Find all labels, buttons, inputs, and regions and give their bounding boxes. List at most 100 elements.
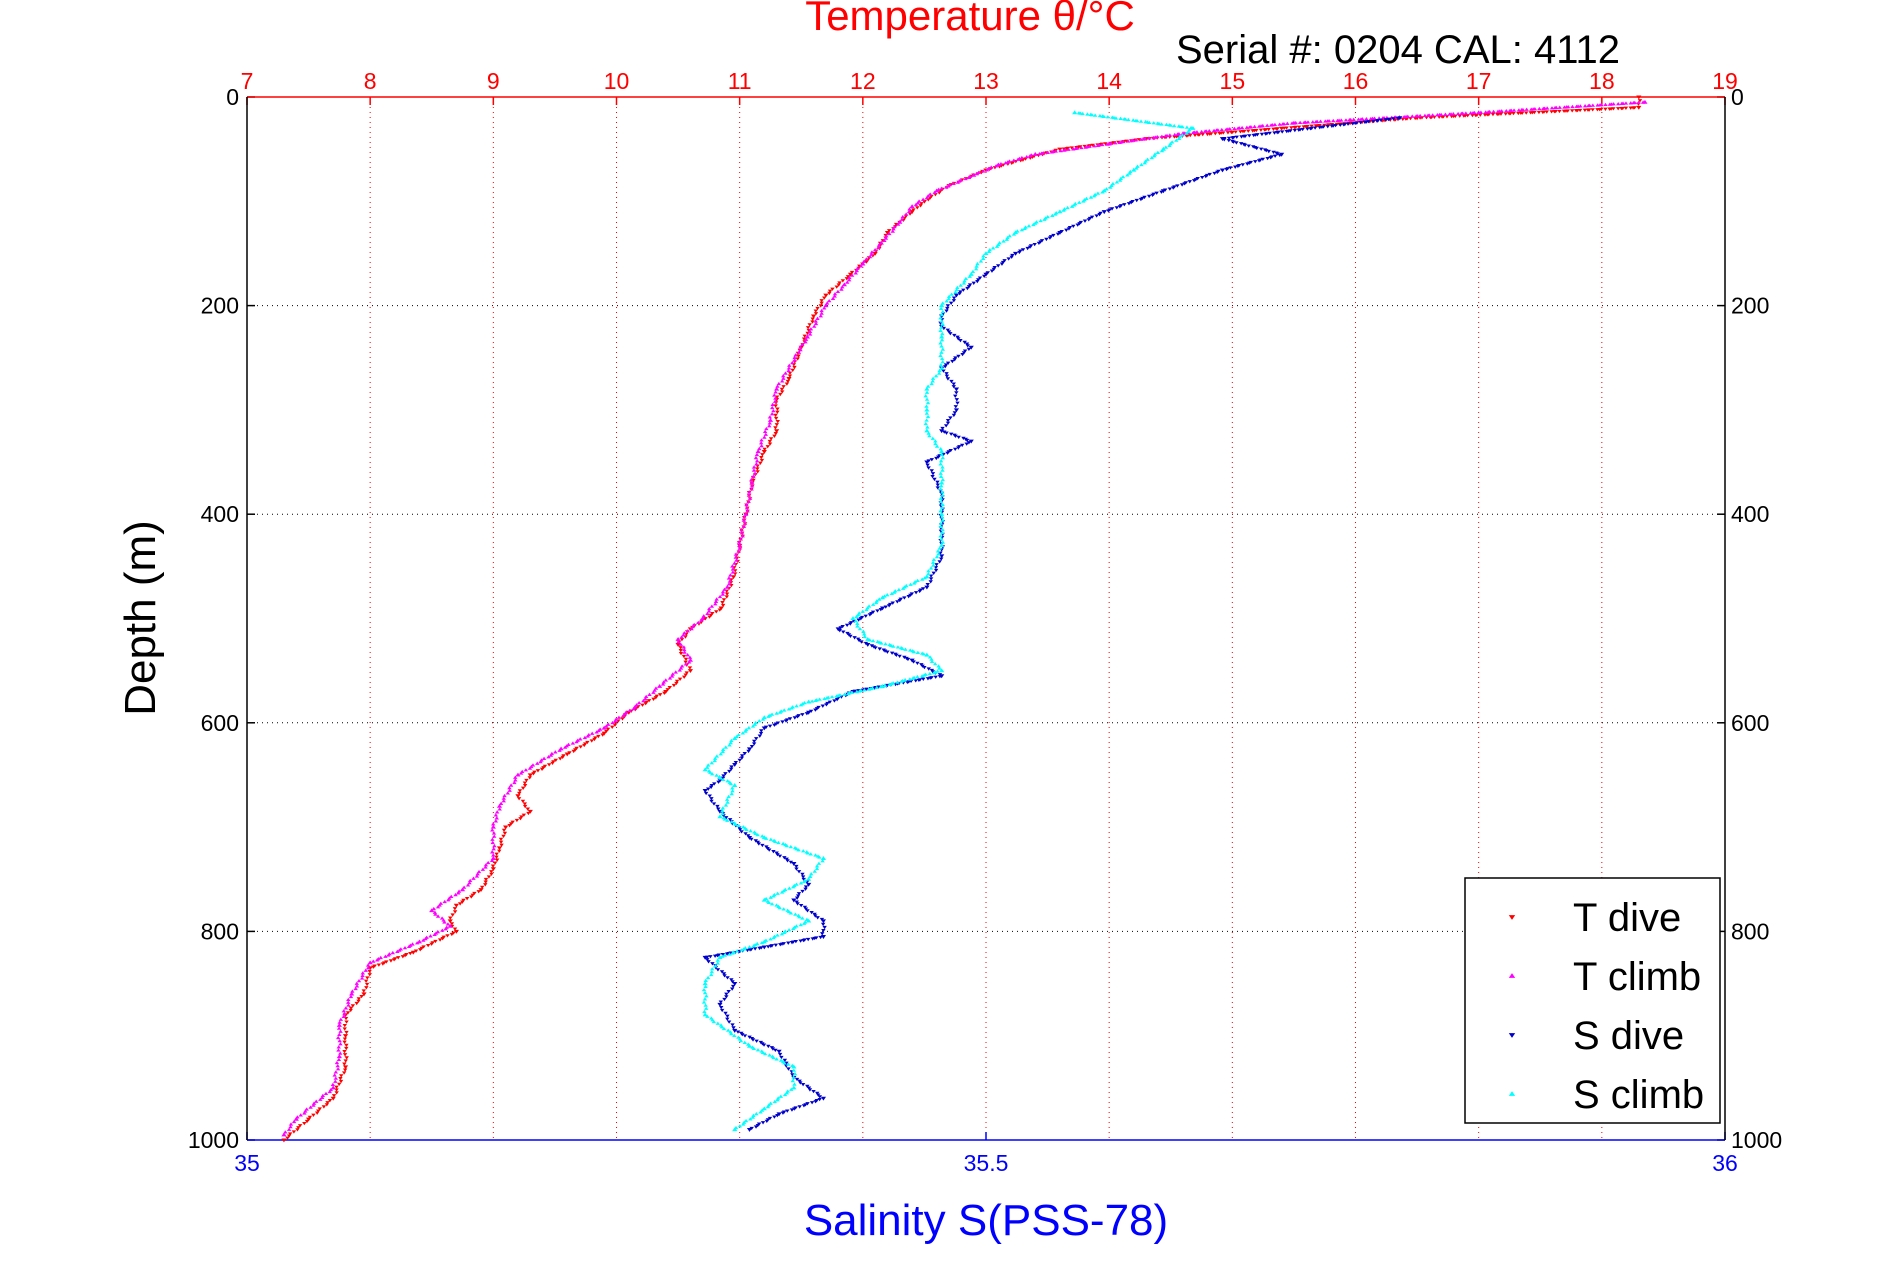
t-dive-sample-point — [1436, 115, 1442, 119]
t-dive-sample-point — [796, 354, 801, 358]
s-climb-sample-point — [701, 987, 707, 992]
t-climb-point — [675, 637, 681, 641]
t-climb-sample-point — [689, 626, 694, 631]
t-climb-sample-point — [502, 793, 507, 798]
s-dive-sample-point — [816, 1093, 821, 1097]
s-dive-sample-point — [1128, 201, 1134, 205]
t-climb-sample-point — [673, 670, 678, 674]
s-climb-sample-point — [889, 591, 895, 596]
t-dive-sample-point — [521, 813, 527, 817]
t-climb-sample-point — [311, 1103, 316, 1107]
s-climb-sample-point — [854, 614, 859, 619]
t-climb-sample-point — [1175, 132, 1180, 136]
s-dive-sample-point — [1254, 146, 1259, 151]
s-climb-sample-point — [727, 743, 732, 747]
s-climb-sample-point — [750, 724, 756, 728]
t-climb-sample-point — [891, 227, 896, 231]
t-climb-sample-point — [1636, 100, 1641, 104]
t-climb-sample-point — [476, 869, 482, 874]
t-dive-sample-point — [1262, 128, 1267, 132]
s-dive-sample-point — [913, 679, 918, 683]
s-climb-sample-point — [784, 843, 789, 848]
t-dive-sample-point — [321, 1105, 327, 1109]
s-dive-sample-point — [1240, 163, 1245, 167]
t-climb-sample-point — [1011, 158, 1017, 162]
t-climb-sample-point — [739, 530, 745, 535]
t-climb-sample-point — [610, 720, 615, 725]
t-dive-sample-point — [678, 649, 683, 653]
t-climb-sample-point — [360, 973, 365, 978]
s-dive-sample-point — [723, 1011, 728, 1016]
s-dive-sample-point — [873, 646, 878, 650]
s-dive-sample-point — [867, 613, 873, 617]
s-dive-point — [702, 789, 708, 793]
s-climb-sample-point — [930, 436, 936, 440]
t-dive-sample-point — [348, 1008, 353, 1013]
s-dive-sample-point — [723, 816, 729, 820]
t-climb-sample-point — [1430, 113, 1435, 117]
t-climb-sample-point — [1631, 100, 1636, 105]
s-climb-sample-point — [939, 505, 945, 510]
s-dive-sample-point — [964, 442, 969, 446]
depth-tick-label-right: 0 — [1731, 84, 1744, 110]
s-dive-sample-point — [764, 1119, 770, 1124]
s-dive-sample-point — [955, 401, 960, 405]
t-climb-sample-point — [727, 579, 733, 583]
s-climb-sample-point — [723, 803, 729, 807]
t-dive-sample-point — [571, 749, 576, 754]
t-climb-sample-point — [320, 1093, 326, 1097]
s-dive-sample-point — [1064, 228, 1069, 232]
s-dive-sample-point — [1010, 253, 1015, 258]
t-dive-sample-point — [792, 365, 797, 370]
s-dive-sample-point — [703, 791, 709, 796]
s-climb-sample-point — [791, 926, 796, 931]
s-dive-sample-point — [1305, 127, 1310, 131]
s-climb-sample-point — [925, 414, 931, 419]
s-dive-sample-point — [882, 649, 888, 653]
t-climb-sample-point — [386, 953, 391, 957]
s-dive-sample-point — [1006, 257, 1011, 261]
s-climb-sample-point — [974, 264, 979, 268]
s-dive-sample-point — [1212, 171, 1217, 176]
s-dive-sample-point — [937, 675, 943, 679]
s-dive-sample-point — [935, 480, 940, 484]
s-climb-sample-point — [940, 490, 945, 494]
s-climb-sample-point — [721, 777, 726, 782]
temperature-tick-label: 7 — [241, 68, 254, 94]
s-dive-point — [924, 585, 930, 590]
t-dive-sample-point — [845, 275, 851, 279]
t-climb-sample-point — [849, 273, 855, 277]
s-dive-sample-point — [813, 914, 818, 918]
legend-marker-t-climb — [1508, 973, 1516, 978]
s-climb-sample-point — [938, 328, 943, 332]
t-dive-sample-point — [755, 467, 760, 471]
t-dive-sample-point — [775, 410, 780, 414]
t-climb-sample-point — [751, 474, 756, 478]
s-dive-sample-point — [707, 794, 712, 798]
s-climb-sample-point — [1100, 190, 1105, 194]
t-climb-sample-point — [1335, 118, 1340, 123]
s-dive-sample-point — [796, 870, 802, 874]
t-climb-sample-point — [314, 1099, 319, 1103]
s-climb-sample-point — [812, 869, 817, 873]
t-climb-sample-point — [330, 1082, 336, 1087]
s-climb-sample-point — [895, 645, 901, 649]
s-climb-sample-point — [937, 546, 942, 550]
s-climb-sample-point — [1092, 113, 1098, 117]
s-climb-point — [983, 251, 989, 256]
t-dive-sample-point — [787, 374, 793, 378]
t-climb-sample-point — [1252, 124, 1257, 129]
t-climb-sample-point — [781, 374, 786, 378]
s-dive-sample-point — [1027, 245, 1033, 249]
t-dive-sample-point — [714, 610, 719, 614]
t-climb-sample-point — [773, 396, 778, 400]
s-dive-sample-point — [719, 1005, 724, 1010]
s-dive-sample-point — [996, 264, 1001, 268]
temperature-tick-label: 13 — [973, 68, 999, 94]
t-dive-sample-point — [813, 309, 818, 313]
s-dive-sample-point — [933, 568, 939, 573]
t-climb-sample-point — [578, 737, 583, 741]
t-climb-point — [737, 543, 743, 548]
s-climb-point — [702, 981, 708, 986]
s-climb-sample-point — [949, 292, 954, 296]
